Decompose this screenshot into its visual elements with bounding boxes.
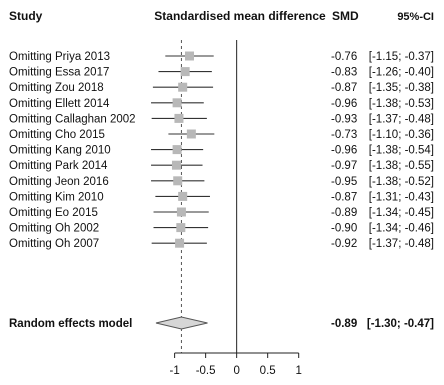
ci-value: [-1.26; -0.40]: [369, 67, 434, 79]
study-label: Omitting Kim 2010: [9, 191, 104, 203]
effect-size-box: [178, 82, 188, 92]
study-label: Omitting Oh 2007: [9, 238, 99, 250]
ci-value: [-1.31; -0.43]: [369, 191, 434, 203]
ci-value: [-1.37; -0.48]: [369, 238, 434, 250]
x-tick-label: 0.5: [260, 365, 276, 377]
effect-size-box: [171, 160, 181, 170]
study-label: Omitting Zou 2018: [9, 82, 104, 94]
study-label: Omitting Cho 2015: [9, 129, 105, 141]
ci-value: [-1.38; -0.55]: [369, 160, 434, 172]
study-label: Omitting Essa 2017: [9, 67, 109, 79]
forest-marks: Omitting Priya 2013 -0.76 [-1.15; -0.37] Om…: [9, 40, 434, 377]
ci-value: [-1.38; -0.54]: [369, 145, 434, 157]
smd-value: -0.87: [331, 82, 357, 94]
effect-size-box: [176, 207, 186, 217]
ci-value: [-1.37; -0.48]: [369, 113, 434, 125]
smd-value: -0.97: [331, 160, 357, 172]
smd-value: -0.76: [331, 51, 357, 63]
effect-size-box: [172, 145, 182, 155]
effect-size-box: [178, 191, 188, 201]
ci-value: [-1.38; -0.53]: [369, 98, 434, 110]
study-label: Omitting Jeon 2016: [9, 176, 109, 188]
x-tick-label: 1: [295, 365, 301, 377]
effect-size-box: [175, 238, 185, 248]
study-label: Omitting Ellett 2014: [9, 98, 110, 110]
effect-size-box: [173, 176, 183, 186]
study-label: Omitting Priya 2013: [9, 51, 110, 63]
smd-value: -0.90: [331, 223, 357, 235]
smd-value: -0.73: [331, 129, 357, 141]
header-study: Study: [9, 9, 43, 23]
x-tick-label: -1: [169, 365, 179, 377]
smd-value: -0.89: [331, 207, 357, 219]
pooled-label: Random effects model: [9, 318, 132, 330]
smd-value: -0.93: [331, 113, 357, 125]
study-label: Omitting Oh 2002: [9, 223, 99, 235]
smd-value: -0.83: [331, 67, 357, 79]
x-tick-label: 0: [233, 365, 239, 377]
ci-value: [-1.34; -0.46]: [369, 223, 434, 235]
pooled-ci-value: [-1.30; -0.47]: [367, 318, 434, 330]
smd-value: -0.96: [331, 98, 357, 110]
header-smd: SMD: [332, 9, 359, 23]
x-tick-label: -0.5: [196, 365, 216, 377]
effect-size-box: [176, 223, 186, 233]
smd-value: -0.92: [331, 238, 357, 250]
smd-value: -0.96: [331, 145, 357, 157]
study-label: Omitting Callaghan 2002: [9, 113, 136, 125]
header-ci: 95%-CI: [397, 11, 434, 23]
ci-value: [-1.35; -0.38]: [369, 82, 434, 94]
smd-value: -0.95: [331, 176, 357, 188]
ci-value: [-1.38; -0.52]: [369, 176, 434, 188]
ci-value: [-1.15; -0.37]: [369, 51, 434, 63]
ci-value: [-1.10; -0.36]: [369, 129, 434, 141]
pooled-diamond: [155, 316, 208, 330]
pooled-smd-value: -0.89: [331, 318, 357, 330]
effect-size-box: [180, 67, 190, 77]
effect-size-box: [174, 113, 184, 123]
effect-size-box: [172, 98, 182, 108]
effect-size-box: [186, 129, 196, 139]
study-label: Omitting Park 2014: [9, 160, 108, 172]
ci-value: [-1.34; -0.45]: [369, 207, 434, 219]
smd-value: -0.87: [331, 191, 357, 203]
effect-size-box: [185, 51, 195, 61]
header-smd-title: Standardised mean difference: [154, 9, 326, 23]
study-label: Omitting Eo 2015: [9, 207, 98, 219]
study-label: Omitting Kang 2010: [9, 145, 111, 157]
